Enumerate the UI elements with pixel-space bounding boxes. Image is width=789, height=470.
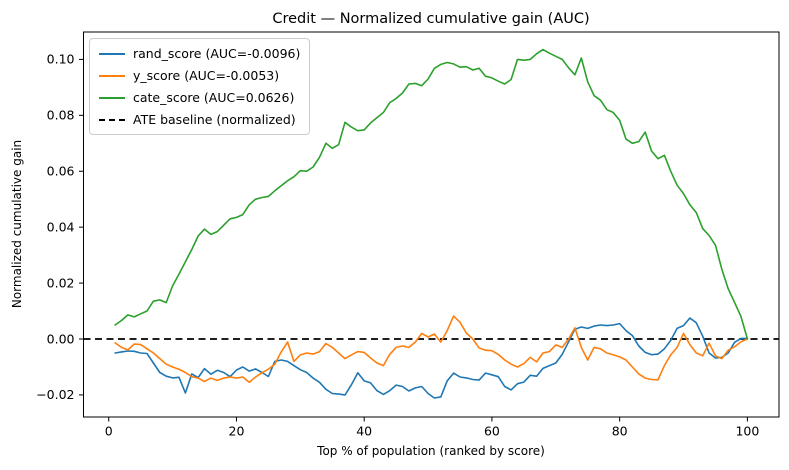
legend-item: rand_score (AUC=-0.0096) [99, 46, 300, 61]
x-tick-label: 80 [612, 424, 628, 439]
x-tick-label: 20 [229, 424, 245, 439]
y-tick-label: −0.02 [36, 387, 74, 402]
x-tick-label: 60 [484, 424, 500, 439]
legend-line-sample [99, 118, 125, 121]
x-tick-label: 40 [356, 424, 372, 439]
series-line-cate_score [114, 48, 749, 340]
x-tick-label: 100 [735, 424, 759, 439]
legend-label: ATE baseline (normalized) [133, 112, 296, 127]
x-tick-label: 0 [105, 424, 113, 439]
legend-label: rand_score (AUC=-0.0096) [133, 46, 301, 61]
y-axis-label: Normalized cumulative gain [10, 139, 24, 309]
chart-title: Credit — Normalized cumulative gain (AUC… [272, 11, 590, 27]
legend-label: y_score (AUC=-0.0053) [133, 68, 280, 83]
y-tick-label: 0.00 [47, 331, 75, 346]
x-axis-label: Top % of population (ranked by score) [317, 444, 545, 458]
legend-item: cate_score (AUC=0.0626) [99, 90, 300, 105]
legend-item: y_score (AUC=-0.0053) [99, 68, 300, 83]
legend-line-sample [99, 96, 125, 99]
series-line-rand_score [114, 317, 749, 399]
y-tick-label: 0.06 [47, 164, 75, 179]
legend-line-sample [99, 52, 125, 55]
legend: rand_score (AUC=-0.0096) y_score (AUC=-0.… [89, 38, 311, 135]
series-line-y_score [114, 315, 749, 384]
legend-line-sample [99, 74, 125, 77]
plot-border [83, 31, 780, 418]
legend-label: cate_score (AUC=0.0626) [133, 90, 295, 105]
y-tick-label: 0.10 [47, 52, 75, 67]
y-tick-label: 0.04 [47, 219, 75, 234]
y-tick-label: 0.08 [47, 108, 75, 123]
legend-item: ATE baseline (normalized) [99, 112, 300, 127]
y-tick-label: 0.02 [47, 275, 75, 290]
